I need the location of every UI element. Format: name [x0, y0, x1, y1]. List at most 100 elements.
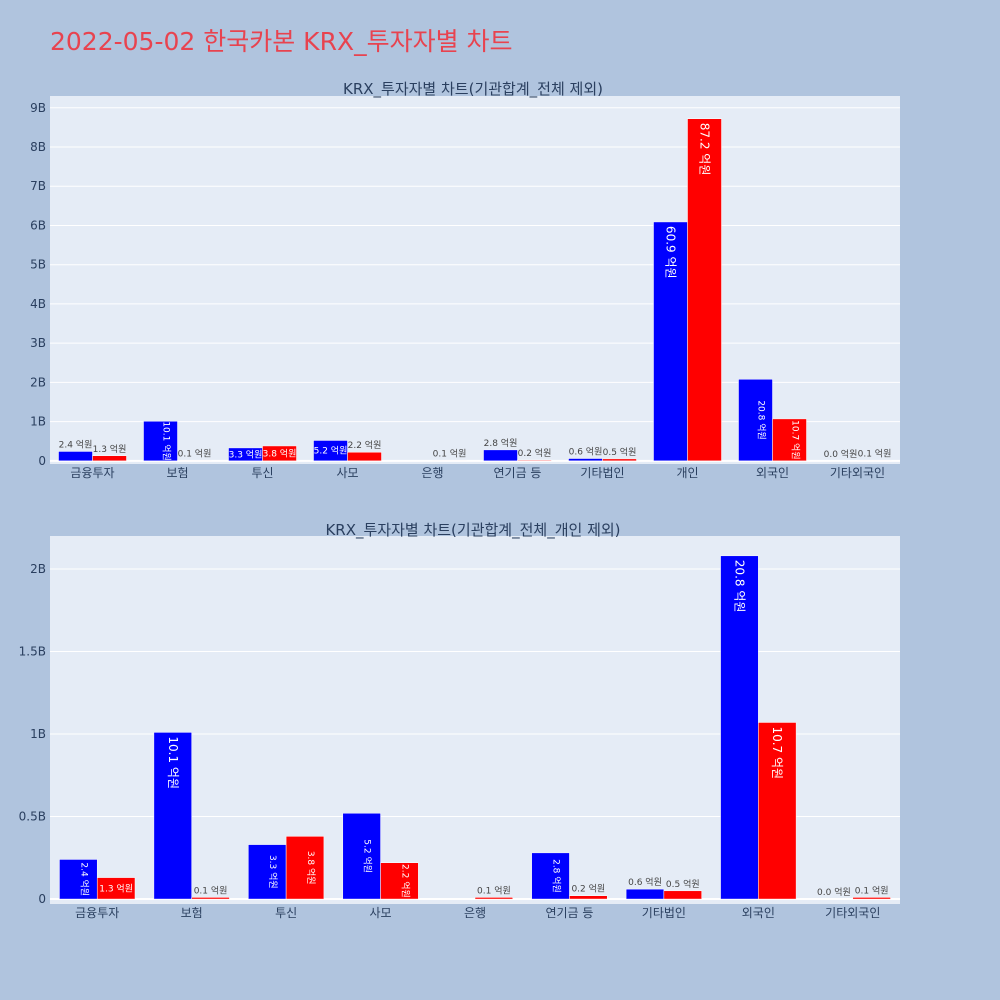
data-label: 0.1 억원	[433, 447, 467, 459]
data-label: 3.3 억원	[229, 448, 263, 460]
bar	[285, 836, 325, 900]
data-label: 2.2 억원	[399, 864, 411, 898]
x-tick-label: 기타외국인	[830, 466, 885, 480]
bar	[568, 458, 603, 462]
y-tick-label: 8B	[30, 140, 46, 154]
data-label: 2.4 억원	[59, 438, 93, 450]
y-tick-label: 1.5B	[19, 645, 46, 659]
x-tick-label: 은행	[421, 465, 443, 480]
data-label: 10.7 억원	[790, 420, 802, 459]
bar	[262, 445, 297, 462]
data-label: 2.4 억원	[78, 862, 90, 896]
data-label: 10.1 억원	[161, 421, 173, 460]
bar	[663, 890, 702, 900]
x-tick-label: 연기금 등	[545, 906, 593, 920]
y-tick-label: 5B	[30, 258, 46, 272]
bar	[96, 877, 136, 900]
data-label: 2.8 억원	[484, 437, 518, 449]
data-label: 10.1 억원	[166, 736, 180, 789]
x-tick-label: 금융투자	[75, 906, 119, 920]
y-tick-label: 0	[38, 892, 46, 906]
bar	[625, 888, 665, 900]
x-tick-label: 은행	[464, 905, 486, 920]
data-label: 87.2 억원	[698, 123, 712, 176]
bar	[531, 852, 570, 900]
y-tick-label: 2B	[30, 375, 46, 389]
bar	[653, 221, 688, 462]
data-label: 2.2 억원	[348, 439, 382, 451]
data-label: 20.8 억원	[756, 400, 768, 439]
bar	[153, 732, 192, 900]
bar	[347, 451, 382, 462]
page-title: 2022-05-02 한국카본 KRX_투자자별 차트	[50, 27, 513, 56]
data-label: 0.2 억원	[518, 447, 552, 459]
bar	[474, 897, 514, 900]
y-tick-label: 9B	[30, 101, 46, 115]
bar	[852, 897, 891, 900]
bar	[191, 897, 230, 900]
x-tick-label: 기타법인	[580, 466, 624, 480]
y-tick-label: 7B	[30, 179, 46, 193]
data-label: 5.2 억원	[362, 839, 374, 873]
data-label: 0.1 억원	[855, 884, 889, 896]
data-label: 1.3 억원	[99, 882, 133, 894]
y-tick-label: 6B	[30, 218, 46, 232]
x-tick-label: 개인	[676, 466, 698, 480]
bar	[380, 862, 419, 900]
data-label: 0.5 억원	[666, 878, 700, 890]
bar	[483, 449, 518, 462]
chart-title-2: KRX_투자자별 차트(기관합계_전체_개인 제외)	[325, 521, 620, 540]
x-tick-label: 기타법인	[642, 906, 686, 920]
data-label: 0.6 억원	[628, 876, 662, 888]
bar	[59, 859, 98, 900]
chart-title-1: KRX_투자자별 차트(기관합계_전체 제외)	[343, 80, 603, 99]
data-label: 20.8 억원	[732, 560, 746, 613]
data-label: 0.0 억원	[817, 886, 851, 898]
data-label: 0.0 억원	[824, 448, 858, 460]
bar	[92, 455, 127, 462]
data-label: 3.8 억원	[263, 447, 297, 459]
y-tick-label: 3B	[30, 336, 46, 350]
bar	[342, 812, 381, 900]
x-tick-label: 투신	[251, 466, 273, 480]
bar	[720, 555, 759, 900]
bar	[143, 420, 178, 462]
data-label: 0.1 억원	[194, 884, 228, 896]
x-tick-label: 외국인	[756, 466, 789, 480]
y-tick-label: 1B	[30, 415, 46, 429]
bar	[248, 844, 287, 900]
x-tick-label: 사모	[370, 906, 392, 920]
bar	[758, 722, 797, 900]
bar	[569, 895, 608, 900]
data-label: 0.2 억원	[571, 883, 605, 895]
x-tick-label: 사모	[336, 466, 358, 480]
data-label: 0.1 억원	[858, 447, 892, 459]
data-label: 3.8 억원	[305, 851, 317, 885]
y-tick-label: 0.5B	[19, 810, 46, 824]
x-tick-label: 금융투자	[70, 466, 114, 480]
x-tick-label: 보험	[181, 906, 203, 920]
data-label: 0.6 억원	[569, 446, 603, 458]
data-label: 2.8 억원	[551, 859, 563, 893]
y-tick-label: 4B	[30, 297, 46, 311]
x-tick-label: 투신	[275, 906, 297, 920]
bar	[772, 418, 807, 462]
x-tick-label: 외국인	[742, 906, 775, 920]
y-tick-label: 0	[38, 454, 46, 468]
data-label: 3.3 억원	[267, 855, 279, 889]
bar	[687, 118, 722, 462]
bar	[738, 379, 773, 462]
data-label: 60.9 억원	[664, 226, 678, 279]
y-tick-label: 1B	[30, 727, 46, 741]
bar	[58, 451, 93, 462]
bar	[602, 458, 637, 462]
x-tick-label: 보험	[166, 466, 188, 480]
data-label: 0.1 억원	[477, 884, 511, 896]
y-tick-label: 2B	[30, 562, 46, 576]
bar	[313, 440, 348, 462]
x-tick-label: 기타외국인	[825, 906, 880, 920]
bar	[517, 459, 552, 462]
data-label: 5.2 억원	[314, 445, 348, 457]
data-label: 0.5 억원	[603, 446, 637, 458]
